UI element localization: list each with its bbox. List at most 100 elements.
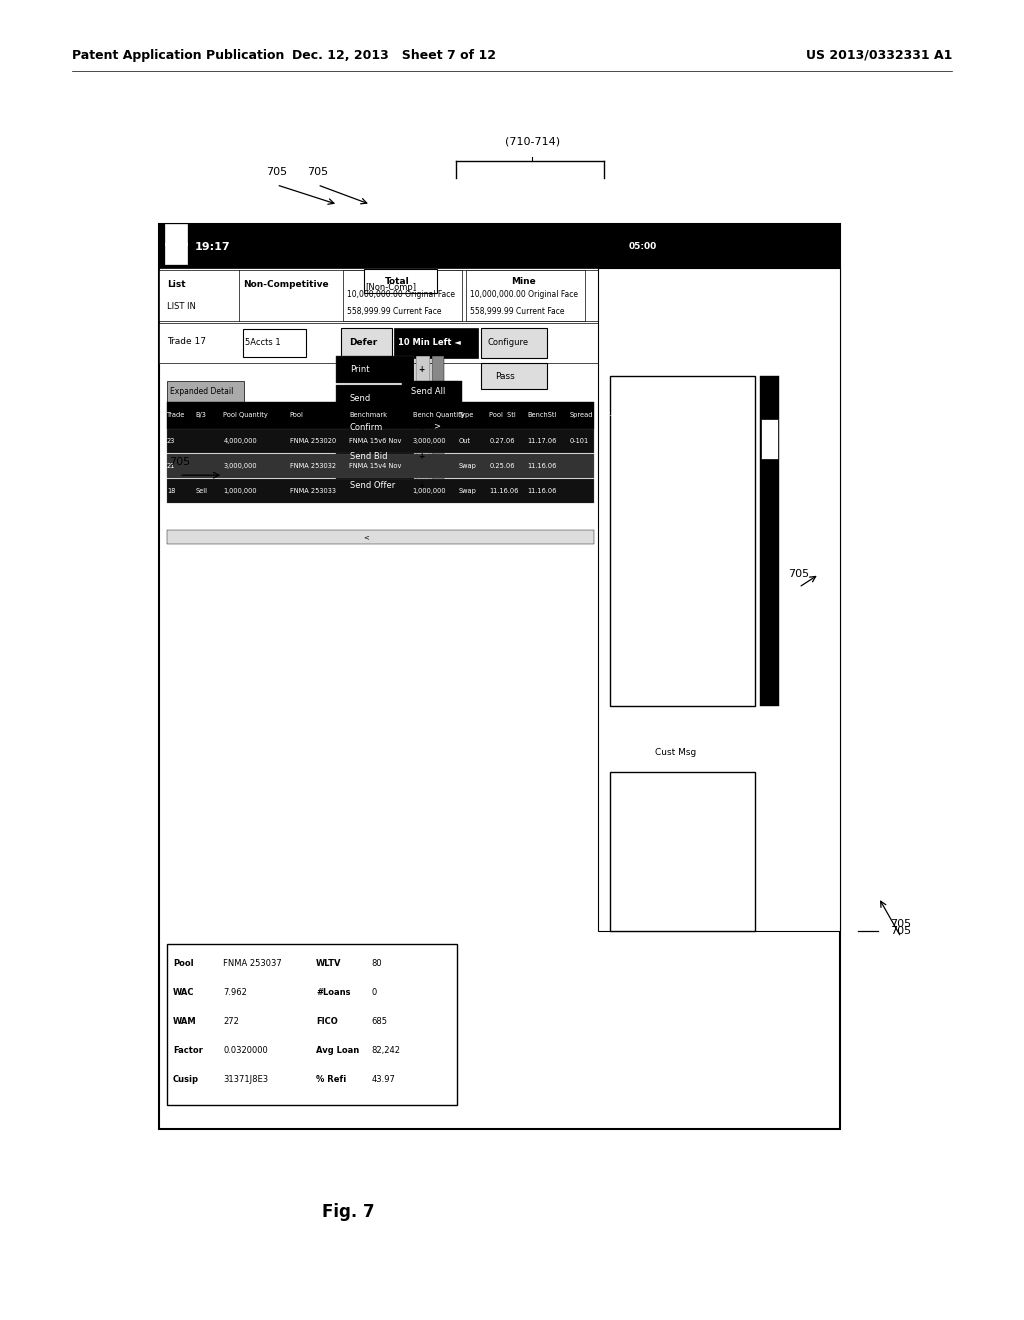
Text: Confirm: Confirm bbox=[350, 422, 383, 432]
Text: Patent Application Publication: Patent Application Publication bbox=[72, 49, 284, 62]
Text: 705: 705 bbox=[891, 919, 911, 929]
Text: WAC: WAC bbox=[173, 989, 195, 997]
Text: % Refi: % Refi bbox=[316, 1076, 346, 1084]
Text: 705: 705 bbox=[891, 925, 911, 936]
Text: +/-: +/- bbox=[602, 412, 612, 418]
Text: 23: 23 bbox=[167, 438, 175, 444]
Text: 558,999.99 Current Face: 558,999.99 Current Face bbox=[470, 308, 565, 315]
Text: Pass: Pass bbox=[496, 371, 515, 380]
Text: Send All: Send All bbox=[411, 387, 445, 396]
Text: Expanded Detail: Expanded Detail bbox=[170, 387, 233, 396]
Text: WLTV: WLTV bbox=[316, 960, 341, 968]
Text: Bench Quantity: Bench Quantity bbox=[413, 412, 464, 418]
Text: (710-714): (710-714) bbox=[505, 136, 560, 147]
Text: 5Accts 1: 5Accts 1 bbox=[245, 338, 281, 347]
Text: Total: Total bbox=[385, 277, 410, 286]
Text: Pool  Stl: Pool Stl bbox=[489, 412, 516, 418]
Text: 05:00: 05:00 bbox=[629, 242, 656, 251]
Text: FICO: FICO bbox=[316, 1018, 338, 1026]
Bar bbox=[762, 420, 778, 459]
Text: +: + bbox=[418, 480, 424, 490]
Text: 31371J8E3: 31371J8E3 bbox=[223, 1076, 268, 1084]
Text: +: + bbox=[418, 364, 424, 374]
Text: 0.25.06: 0.25.06 bbox=[489, 463, 515, 469]
Text: 82,242: 82,242 bbox=[372, 1047, 400, 1055]
Text: 18: 18 bbox=[167, 488, 175, 494]
Bar bbox=[394, 327, 478, 358]
Bar bbox=[432, 356, 444, 499]
Text: List: List bbox=[167, 280, 185, 289]
Text: 1,000,000: 1,000,000 bbox=[413, 488, 446, 494]
Text: +: + bbox=[418, 451, 424, 461]
Text: LIST IN: LIST IN bbox=[167, 302, 196, 312]
Bar bbox=[336, 385, 414, 412]
Bar bbox=[466, 271, 585, 321]
Text: 558,999.99 Current Face: 558,999.99 Current Face bbox=[347, 308, 441, 315]
Bar bbox=[167, 479, 594, 503]
Bar bbox=[416, 356, 430, 383]
Bar bbox=[416, 385, 430, 412]
Bar bbox=[416, 414, 430, 441]
Text: Trade 17: Trade 17 bbox=[167, 337, 206, 346]
Text: 705: 705 bbox=[788, 569, 809, 579]
Text: Sell: Sell bbox=[196, 488, 208, 494]
Text: FNMA 253020: FNMA 253020 bbox=[290, 438, 336, 444]
Text: 7.962: 7.962 bbox=[223, 989, 247, 997]
Text: 1,000,000: 1,000,000 bbox=[223, 488, 257, 494]
Text: Mine: Mine bbox=[511, 277, 536, 286]
Bar bbox=[416, 473, 430, 499]
Bar bbox=[167, 429, 594, 453]
Bar bbox=[761, 376, 779, 706]
Text: #Loans: #Loans bbox=[316, 989, 350, 997]
Text: US 2013/0332331 A1: US 2013/0332331 A1 bbox=[806, 49, 952, 62]
Bar bbox=[165, 224, 187, 246]
Bar bbox=[481, 327, 547, 358]
Text: Non-Competitive: Non-Competitive bbox=[243, 280, 329, 289]
Bar bbox=[416, 444, 430, 470]
Text: WAM: WAM bbox=[173, 1018, 197, 1026]
Bar bbox=[159, 224, 840, 268]
Text: Print: Print bbox=[350, 364, 370, 374]
Text: Send Offer: Send Offer bbox=[350, 480, 395, 490]
Text: 3,000,000: 3,000,000 bbox=[223, 463, 257, 469]
Bar bbox=[343, 271, 462, 321]
Text: Configure: Configure bbox=[487, 338, 528, 347]
Bar bbox=[402, 381, 462, 403]
Text: Spread: Spread bbox=[569, 412, 593, 418]
Text: FNMA 253033: FNMA 253033 bbox=[290, 488, 336, 494]
Bar bbox=[336, 356, 414, 383]
Text: Good For: Good For bbox=[540, 243, 581, 252]
Text: 272: 272 bbox=[223, 1018, 240, 1026]
Text: 705: 705 bbox=[169, 457, 189, 467]
Text: FNMA 15v6 Nov: FNMA 15v6 Nov bbox=[349, 438, 401, 444]
Text: Cusip: Cusip bbox=[173, 1076, 199, 1084]
Text: Type: Type bbox=[459, 412, 474, 418]
Text: Pool: Pool bbox=[290, 412, 304, 418]
Bar bbox=[336, 414, 414, 441]
Text: 11.16.06: 11.16.06 bbox=[489, 488, 519, 494]
Text: Pool: Pool bbox=[173, 960, 194, 968]
Text: 0.27.06: 0.27.06 bbox=[489, 438, 515, 444]
Bar bbox=[481, 363, 547, 389]
Text: >: > bbox=[433, 421, 440, 430]
Bar bbox=[610, 376, 756, 706]
Bar bbox=[626, 228, 687, 263]
Text: Pool Quantity: Pool Quantity bbox=[223, 412, 268, 418]
Bar bbox=[598, 268, 840, 931]
Text: B/3: B/3 bbox=[196, 412, 207, 418]
Text: FNMA 253037: FNMA 253037 bbox=[223, 960, 282, 968]
Text: Factor: Factor bbox=[173, 1047, 203, 1055]
Text: FNMA 253032: FNMA 253032 bbox=[290, 463, 336, 469]
Text: Out: Out bbox=[459, 438, 471, 444]
Text: 10,000,000.00 Original Face: 10,000,000.00 Original Face bbox=[470, 290, 579, 300]
Text: 21: 21 bbox=[167, 463, 175, 469]
Text: 705: 705 bbox=[307, 166, 328, 177]
Bar bbox=[167, 403, 594, 429]
Text: +: + bbox=[418, 422, 424, 432]
Text: Send Bid: Send Bid bbox=[350, 451, 387, 461]
Text: 4,000,000: 4,000,000 bbox=[223, 438, 257, 444]
Bar bbox=[336, 473, 414, 499]
Text: Benchmark: Benchmark bbox=[349, 412, 387, 418]
Text: 43.97: 43.97 bbox=[372, 1076, 395, 1084]
Text: FNMA 15v4 Nov: FNMA 15v4 Nov bbox=[349, 463, 401, 469]
